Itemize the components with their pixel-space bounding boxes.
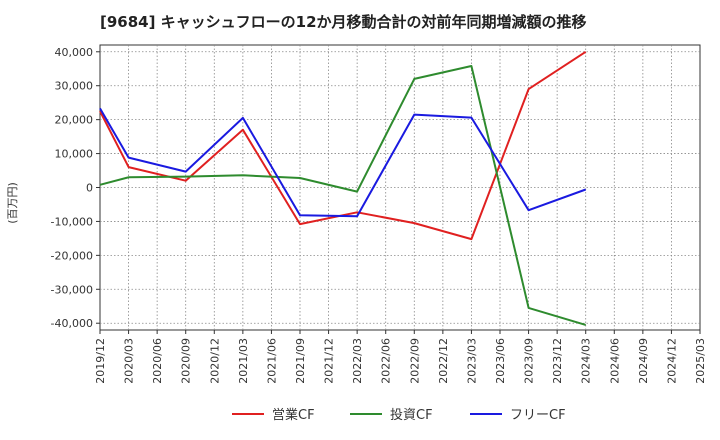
- x-tick-label: 2022/03: [351, 338, 364, 384]
- x-tick-label: 2024/06: [608, 338, 621, 384]
- x-tick-label: 2021/12: [323, 338, 336, 384]
- series-line-2: [99, 107, 587, 218]
- x-tick-label: 2025/03: [694, 338, 707, 384]
- x-tick-label: 2023/06: [494, 338, 507, 384]
- x-tick-label: 2024/03: [580, 338, 593, 384]
- grid-layer: [99, 44, 701, 331]
- x-tick-label: 2024/12: [665, 338, 678, 384]
- x-tick-label: 2023/12: [551, 338, 564, 384]
- x-tick-label: 2023/09: [523, 338, 536, 384]
- x-tick-label: 2021/09: [294, 338, 307, 384]
- legend-label-2: フリーCF: [510, 408, 566, 423]
- y-tick-label: -20,000: [51, 249, 93, 262]
- x-tick-label: 2023/03: [465, 338, 478, 384]
- y-tick-label: 20,000: [55, 114, 94, 127]
- x-tick-label: 2020/06: [151, 338, 164, 384]
- x-tick-label: 2024/09: [637, 338, 650, 384]
- y-tick-label: 40,000: [55, 46, 94, 59]
- x-tick-label: 2022/09: [408, 338, 421, 384]
- x-tick-label: 2022/06: [380, 338, 393, 384]
- plot-frame: [99, 44, 701, 331]
- y-tick-label: 10,000: [55, 148, 94, 161]
- x-tick-label: 2019/12: [94, 338, 107, 384]
- axis-layer: 40,000 30,000 20,000 10,000 0 -10,000 -20,000 -…: [51, 46, 707, 384]
- legend: 営業CF 投資CF フリーCF: [232, 407, 566, 423]
- legend-label-1: 投資CF: [390, 407, 433, 423]
- y-tick-label: -40,000: [51, 317, 93, 330]
- y-tick-label: 0: [86, 182, 93, 195]
- x-tick-label: 2021/03: [237, 338, 250, 384]
- legend-label-0: 営業CF: [272, 407, 315, 423]
- x-tick-label: 2022/12: [437, 338, 450, 384]
- chart-title: [9684] キャッシュフローの12か月移動合計の対前年同期増減額の推移: [100, 13, 587, 31]
- x-tick-label: 2020/03: [123, 338, 136, 384]
- series-layer: [99, 50, 587, 326]
- y-tick-label: -10,000: [51, 215, 93, 228]
- y-tick-label: -30,000: [51, 283, 93, 296]
- series-line-1: [99, 65, 586, 326]
- y-axis-label: (百万円): [6, 182, 19, 224]
- x-tick-label: 2021/06: [265, 338, 278, 384]
- x-tick-label: 2020/09: [180, 338, 193, 384]
- y-tick-label: 30,000: [55, 80, 94, 93]
- x-tick-label: 2020/12: [208, 338, 221, 384]
